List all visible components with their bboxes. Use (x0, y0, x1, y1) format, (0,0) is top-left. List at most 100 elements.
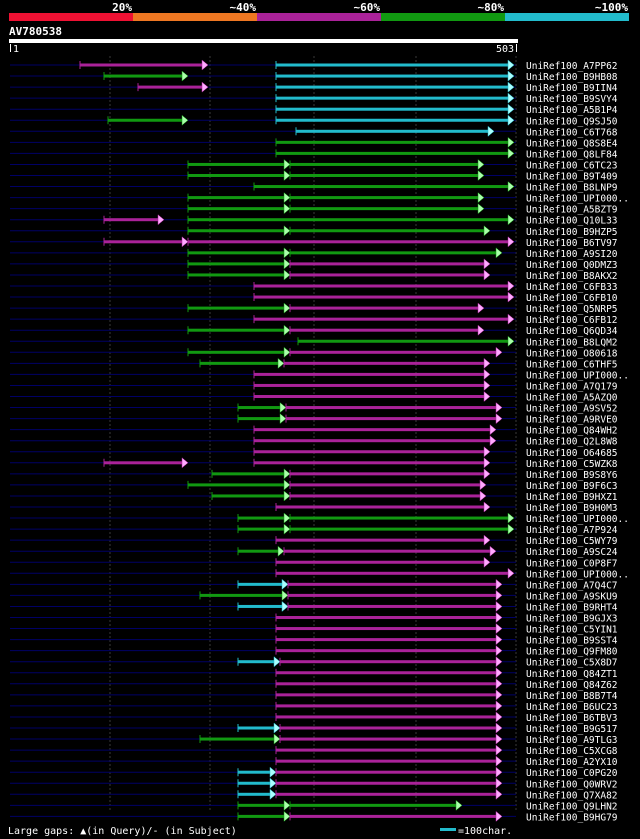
hit-name[interactable]: UniRef100_Q8S8E4 (526, 138, 618, 149)
hit-row[interactable]: UniRef100_Q8S8E4 (10, 136, 618, 149)
hit-row[interactable]: UniRef100_Q84Z62 (10, 678, 618, 691)
hit-row[interactable]: UniRef100_A2YX10 (10, 755, 618, 768)
hit-row[interactable]: UniRef100_C6FB12 (10, 313, 618, 326)
hit-name[interactable]: UniRef100_Q84Z62 (526, 680, 618, 691)
hit-name[interactable]: UniRef100_A9RVE0 (526, 415, 618, 426)
hit-name[interactable]: UniRef100_A7Q4C7 (526, 580, 618, 591)
hit-row[interactable]: UniRef100_C6FB33 (10, 280, 618, 293)
hit-row[interactable]: UniRef100_A7Q179 (10, 379, 618, 392)
hit-name[interactable]: UniRef100_C5XCG8 (526, 746, 618, 757)
hit-row[interactable]: UniRef100_B9HZP5 (10, 225, 618, 238)
hit-row[interactable]: UniRef100_Q9SJ50 (10, 114, 618, 127)
hit-row[interactable]: UniRef100_B9GJX3 (10, 611, 618, 625)
hit-row[interactable]: UniRef100_Q9FM80 (10, 645, 618, 658)
hit-row[interactable]: UniRef100_Q84ZT1 (10, 667, 618, 680)
hit-name[interactable]: UniRef100_C6FB33 (526, 282, 618, 293)
hit-name[interactable]: UniRef100_A9SC24 (526, 547, 618, 558)
hit-name[interactable]: UniRef100_C6TC23 (526, 160, 618, 171)
hit-row[interactable]: UniRef100_A7P924 (10, 523, 618, 536)
hit-row[interactable]: UniRef100_C6THF5 (10, 357, 618, 370)
hit-row[interactable]: UniRef100_Q2L8W8 (10, 435, 618, 448)
hit-name[interactable]: UniRef100_C5X8D7 (526, 658, 618, 669)
hit-name[interactable]: UniRef100_B9H0M3 (526, 503, 618, 514)
hit-name[interactable]: UniRef100_A9SV52 (526, 404, 618, 415)
hit-name[interactable]: UniRef100_B8LNP9 (526, 183, 618, 194)
hit-name[interactable]: UniRef100_B8LQM2 (526, 337, 618, 348)
hit-row[interactable]: UniRef100_A7PP62 (10, 59, 618, 72)
hit-name[interactable]: UniRef100_B9SST4 (526, 636, 618, 647)
hit-row[interactable]: UniRef100_A9SV52 (10, 402, 618, 415)
hit-name[interactable]: UniRef100_C5WZK8 (526, 459, 618, 470)
hit-name[interactable]: UniRef100_B9F6C3 (526, 481, 618, 492)
hit-row[interactable]: UniRef100_B6TBV3 (10, 711, 618, 724)
hit-name[interactable]: UniRef100_C6FB10 (526, 293, 618, 304)
hit-name[interactable]: UniRef100_UPI000.. (526, 370, 629, 381)
hit-row[interactable]: UniRef100_Q0WRV2 (10, 777, 618, 790)
hit-name[interactable]: UniRef100_Q2L8W8 (526, 437, 618, 448)
hit-name[interactable]: UniRef100_A5AZQ0 (526, 393, 618, 404)
hit-row[interactable]: UniRef100_Q5NRP5 (10, 302, 618, 315)
hit-row[interactable]: UniRef100_A5AZQ0 (10, 390, 618, 404)
hit-name[interactable]: UniRef100_Q9FM80 (526, 647, 618, 658)
hit-row[interactable]: UniRef100_Q9LHN2 (10, 799, 618, 812)
hit-row[interactable]: UniRef100_C5X8D7 (10, 656, 618, 669)
hit-row[interactable]: UniRef100_B9T409 (10, 169, 618, 183)
hit-name[interactable]: UniRef100_A7PP62 (526, 61, 618, 72)
hit-name[interactable]: UniRef100_C0P8F7 (526, 558, 618, 569)
hit-name[interactable]: UniRef100_B9T409 (526, 172, 618, 183)
hit-row[interactable]: UniRef100_O80618 (10, 346, 618, 359)
hit-row[interactable]: UniRef100_B9G517 (10, 722, 618, 735)
hit-row[interactable]: UniRef100_B8LQM2 (10, 335, 618, 348)
hit-name[interactable]: UniRef100_B6TBV3 (526, 713, 618, 724)
hit-row[interactable]: UniRef100_A5B1P4 (10, 103, 618, 116)
hit-name[interactable]: UniRef100_UPI000.. (526, 514, 629, 525)
hit-name[interactable]: UniRef100_B8B7T4 (526, 691, 618, 702)
hit-name[interactable]: UniRef100_Q10L33 (526, 216, 618, 227)
hit-row[interactable]: UniRef100_O64685 (10, 446, 618, 459)
hit-row[interactable]: UniRef100_B9SST4 (10, 634, 618, 647)
hit-row[interactable]: UniRef100_B9HXZ1 (10, 490, 618, 503)
hit-row[interactable]: UniRef100_B9HG79 (10, 810, 618, 823)
hit-name[interactable]: UniRef100_C0PG20 (526, 768, 618, 779)
hit-row[interactable]: UniRef100_C6TC23 (10, 158, 618, 171)
hit-name[interactable]: UniRef100_B9HXZ1 (526, 492, 618, 503)
hit-name[interactable]: UniRef100_B9IIN4 (526, 83, 618, 94)
hit-row[interactable]: UniRef100_Q7XA82 (10, 788, 618, 801)
hit-name[interactable]: UniRef100_B9HZP5 (526, 227, 618, 238)
hit-name[interactable]: UniRef100_C5WY79 (526, 536, 618, 547)
hit-row[interactable]: UniRef100_B9RHT4 (10, 600, 618, 613)
hit-name[interactable]: UniRef100_A9TLG3 (526, 735, 618, 746)
hit-row[interactable]: UniRef100_B8AKX2 (10, 269, 618, 282)
hit-row[interactable]: UniRef100_Q0DMZ3 (10, 258, 618, 271)
hit-row[interactable]: UniRef100_A5BZT9 (10, 203, 618, 216)
hit-name[interactable]: UniRef100_UPI000.. (526, 194, 629, 205)
hit-row[interactable]: UniRef100_C5YIN1 (10, 623, 618, 636)
hit-row[interactable]: UniRef100_A9SKU9 (10, 589, 618, 602)
hit-row[interactable]: UniRef100_B9S8Y6 (10, 468, 618, 481)
hit-row[interactable]: UniRef100_UPI000.. (10, 368, 629, 381)
hit-name[interactable]: UniRef100_Q9SJ50 (526, 116, 618, 127)
hit-name[interactable]: UniRef100_A5B1P4 (526, 105, 618, 116)
hit-name[interactable]: UniRef100_Q0DMZ3 (526, 260, 618, 271)
hit-name[interactable]: UniRef100_Q9LHN2 (526, 801, 618, 812)
hit-row[interactable]: UniRef100_B8LNP9 (10, 181, 618, 194)
hit-row[interactable]: UniRef100_B9SVY4 (10, 92, 618, 105)
hit-name[interactable]: UniRef100_UPI000.. (526, 569, 629, 580)
hit-row[interactable]: UniRef100_A9RVE0 (10, 413, 618, 426)
hit-row[interactable]: UniRef100_A9TLG3 (10, 733, 618, 746)
hit-row[interactable]: UniRef100_B6TV97 (10, 236, 618, 249)
hit-name[interactable]: UniRef100_O64685 (526, 448, 618, 459)
hit-row[interactable]: UniRef100_C5WZK8 (10, 457, 618, 470)
hit-row[interactable]: UniRef100_B8B7T4 (10, 689, 618, 702)
hit-row[interactable]: UniRef100_C6FB10 (10, 291, 618, 304)
hit-row[interactable]: UniRef100_B9F6C3 (10, 479, 618, 492)
hit-row[interactable]: UniRef100_B9H0M3 (10, 501, 618, 514)
hit-row[interactable]: UniRef100_A7Q4C7 (10, 578, 618, 591)
hit-name[interactable]: UniRef100_B8AKX2 (526, 271, 618, 282)
hit-name[interactable]: UniRef100_A5BZT9 (526, 205, 618, 216)
hit-name[interactable]: UniRef100_Q84WH2 (526, 426, 618, 437)
hit-row[interactable]: UniRef100_B6UC23 (10, 700, 618, 713)
hit-name[interactable]: UniRef100_B9S8Y6 (526, 470, 618, 481)
hit-name[interactable]: UniRef100_C6THF5 (526, 359, 618, 370)
hit-name[interactable]: UniRef100_Q0WRV2 (526, 779, 618, 790)
